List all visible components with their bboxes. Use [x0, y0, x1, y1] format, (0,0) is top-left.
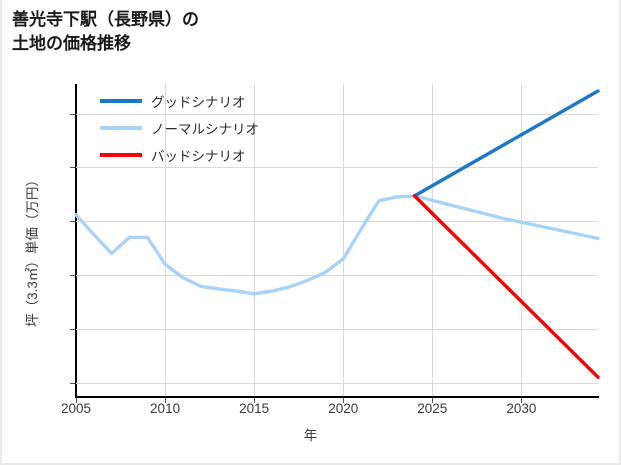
x-tick-label: 2025	[417, 401, 448, 416]
x-tick-mark	[343, 398, 345, 403]
gridline-vertical	[521, 84, 523, 396]
gridline-horizontal	[76, 382, 598, 384]
y-axis-line	[75, 84, 77, 398]
y-tick-mark	[70, 274, 75, 276]
y-tick-mark	[70, 328, 75, 330]
x-tick-mark	[254, 398, 256, 403]
legend-color-swatch	[100, 98, 142, 103]
x-tick-mark	[432, 398, 434, 403]
x-tick-mark	[521, 398, 523, 403]
x-axis-label: 年	[303, 428, 318, 443]
y-axis-label: 坪（3.3㎡）単価（万円）	[25, 173, 40, 327]
x-tick-mark	[76, 398, 77, 403]
series-lines	[74, 89, 600, 379]
y-tick-mark	[70, 382, 75, 384]
gridline-horizontal	[76, 275, 598, 276]
x-tick-label: 2010	[150, 401, 181, 416]
legend-label: グッドシナリオ	[151, 94, 246, 110]
legend-label: ノーマルシナリオ	[151, 121, 259, 137]
x-tick-label: 2030	[506, 401, 537, 416]
gridline-vertical	[343, 84, 345, 396]
chart-title: 善光寺下駅（長野県）の 土地の価格推移	[12, 10, 199, 54]
x-axis-line	[75, 396, 599, 398]
chart-legend: グッドシナリオ ノーマルシナリオ バッドシナリオ	[100, 92, 259, 164]
legend-item[interactable]: バッドシナリオ	[100, 146, 259, 164]
x-tick-label: 2015	[239, 401, 270, 416]
y-tick-mark	[70, 167, 75, 169]
legend-item[interactable]: ノーマルシナリオ	[100, 119, 259, 137]
x-tick-label: 2020	[328, 401, 359, 416]
legend-label: バッドシナリオ	[151, 148, 246, 164]
gridline-vertical	[432, 84, 434, 396]
y-tick-mark	[70, 221, 75, 223]
series-line	[74, 194, 600, 296]
legend-item[interactable]: グッドシナリオ	[100, 92, 259, 110]
x-tick-label: 2005	[60, 401, 92, 416]
gridline-horizontal	[76, 221, 598, 223]
gridline-horizontal	[76, 167, 598, 169]
legend-color-swatch	[100, 152, 142, 157]
x-tick-mark	[165, 398, 167, 403]
series-line	[412, 194, 600, 379]
plot-area	[74, 84, 600, 396]
legend-color-swatch	[100, 125, 142, 130]
y-tick-mark	[70, 113, 75, 115]
gridline-vertical	[165, 84, 167, 396]
series-line	[412, 89, 600, 198]
gridline-horizontal	[76, 328, 598, 330]
gridline-horizontal	[76, 113, 598, 115]
gridline-vertical	[254, 84, 256, 396]
